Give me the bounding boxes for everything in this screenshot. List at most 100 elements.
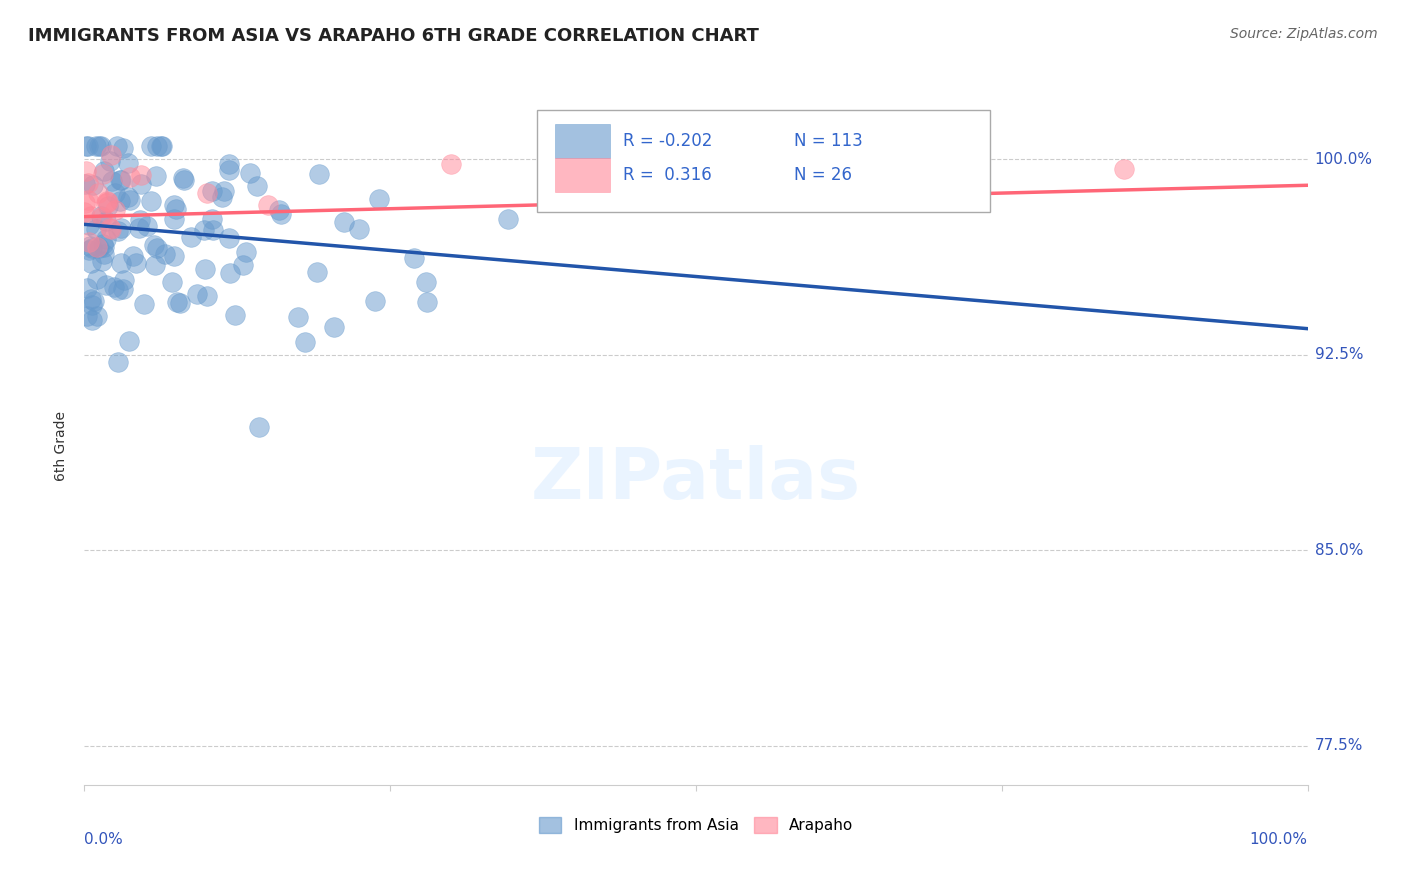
Text: 92.5%: 92.5% xyxy=(1315,347,1362,362)
Immigrants from Asia xyxy=(93,239,115,253)
Immigrants from Asia xyxy=(218,230,240,244)
Immigrants from Asia xyxy=(97,199,120,213)
Immigrants from Asia xyxy=(107,224,129,238)
Arapaho xyxy=(120,169,142,184)
Text: 85.0%: 85.0% xyxy=(1315,543,1362,558)
Immigrants from Asia xyxy=(125,255,148,269)
Immigrants from Asia xyxy=(90,209,112,223)
Immigrants from Asia xyxy=(145,169,167,184)
Immigrants from Asia xyxy=(232,258,254,272)
FancyBboxPatch shape xyxy=(555,158,610,192)
Immigrants from Asia xyxy=(90,253,112,268)
Arapaho xyxy=(76,176,98,190)
Immigrants from Asia xyxy=(96,214,118,228)
Immigrants from Asia xyxy=(146,241,169,255)
Immigrants from Asia xyxy=(110,173,132,187)
Immigrants from Asia xyxy=(165,202,187,216)
Immigrants from Asia xyxy=(166,294,188,309)
Immigrants from Asia xyxy=(239,166,262,180)
Immigrants from Asia xyxy=(80,256,103,270)
Arapaho xyxy=(73,196,96,211)
Immigrants from Asia xyxy=(224,308,246,322)
Immigrants from Asia xyxy=(308,167,330,181)
Arapaho xyxy=(257,198,280,212)
Text: R =  0.316: R = 0.316 xyxy=(623,166,711,184)
Immigrants from Asia xyxy=(77,218,100,232)
Immigrants from Asia xyxy=(91,237,114,252)
Immigrants from Asia xyxy=(218,163,240,178)
Immigrants from Asia xyxy=(105,139,128,153)
Immigrants from Asia xyxy=(415,275,437,289)
Immigrants from Asia xyxy=(110,256,132,270)
Immigrants from Asia xyxy=(120,193,142,207)
Immigrants from Asia xyxy=(186,287,208,301)
Arapaho xyxy=(90,210,112,224)
Immigrants from Asia xyxy=(218,157,240,171)
Immigrants from Asia xyxy=(112,273,135,287)
Immigrants from Asia xyxy=(90,139,112,153)
Immigrants from Asia xyxy=(163,249,186,263)
Arapaho xyxy=(440,157,463,171)
Immigrants from Asia xyxy=(139,194,162,208)
Immigrants from Asia xyxy=(111,282,134,296)
Immigrants from Asia xyxy=(143,258,166,272)
Immigrants from Asia xyxy=(307,265,329,279)
Immigrants from Asia xyxy=(82,241,104,255)
Immigrants from Asia xyxy=(141,139,163,153)
Arapaho xyxy=(747,156,769,170)
Arapaho xyxy=(86,240,108,254)
Immigrants from Asia xyxy=(128,212,150,227)
Arapaho xyxy=(91,167,114,181)
Immigrants from Asia xyxy=(117,190,139,204)
Immigrants from Asia xyxy=(294,334,316,349)
Immigrants from Asia xyxy=(94,231,117,245)
Immigrants from Asia xyxy=(162,197,184,211)
Immigrants from Asia xyxy=(80,292,103,306)
Immigrants from Asia xyxy=(404,252,426,266)
Immigrants from Asia xyxy=(180,230,202,244)
Immigrants from Asia xyxy=(84,221,107,235)
Immigrants from Asia xyxy=(135,219,157,233)
Immigrants from Asia xyxy=(80,312,103,326)
Arapaho xyxy=(100,221,122,235)
Immigrants from Asia xyxy=(76,281,98,295)
Immigrants from Asia xyxy=(118,334,141,348)
Immigrants from Asia xyxy=(111,141,134,155)
Immigrants from Asia xyxy=(101,174,124,188)
Text: 100.0%: 100.0% xyxy=(1315,152,1372,167)
Immigrants from Asia xyxy=(173,173,195,187)
Arapaho xyxy=(100,148,122,162)
Immigrants from Asia xyxy=(86,272,108,286)
Immigrants from Asia xyxy=(77,244,100,258)
Text: R = -0.202: R = -0.202 xyxy=(623,132,711,150)
Arapaho xyxy=(98,220,121,235)
Immigrants from Asia xyxy=(80,298,103,312)
Immigrants from Asia xyxy=(98,153,121,168)
Immigrants from Asia xyxy=(153,246,176,260)
Arapaho xyxy=(94,196,117,211)
Immigrants from Asia xyxy=(270,207,292,221)
Text: IMMIGRANTS FROM ASIA VS ARAPAHO 6TH GRADE CORRELATION CHART: IMMIGRANTS FROM ASIA VS ARAPAHO 6TH GRAD… xyxy=(28,27,759,45)
Immigrants from Asia xyxy=(368,192,391,206)
Immigrants from Asia xyxy=(103,279,125,293)
Immigrants from Asia xyxy=(194,261,217,276)
Immigrants from Asia xyxy=(172,170,194,185)
Immigrants from Asia xyxy=(89,241,111,255)
Immigrants from Asia xyxy=(219,266,242,280)
Immigrants from Asia xyxy=(83,293,105,308)
Immigrants from Asia xyxy=(364,294,387,309)
Immigrants from Asia xyxy=(193,223,215,237)
Arapaho xyxy=(96,194,118,208)
Immigrants from Asia xyxy=(195,288,218,302)
Immigrants from Asia xyxy=(267,202,290,217)
Immigrants from Asia xyxy=(416,294,439,309)
Immigrants from Asia xyxy=(211,190,233,204)
Arapaho xyxy=(77,194,100,208)
Text: 100.0%: 100.0% xyxy=(1250,832,1308,847)
Immigrants from Asia xyxy=(214,184,236,198)
Arapaho xyxy=(129,168,152,182)
Immigrants from Asia xyxy=(322,319,344,334)
Legend: Immigrants from Asia, Arapaho: Immigrants from Asia, Arapaho xyxy=(526,805,866,845)
Immigrants from Asia xyxy=(121,249,143,263)
Arapaho xyxy=(73,204,96,219)
